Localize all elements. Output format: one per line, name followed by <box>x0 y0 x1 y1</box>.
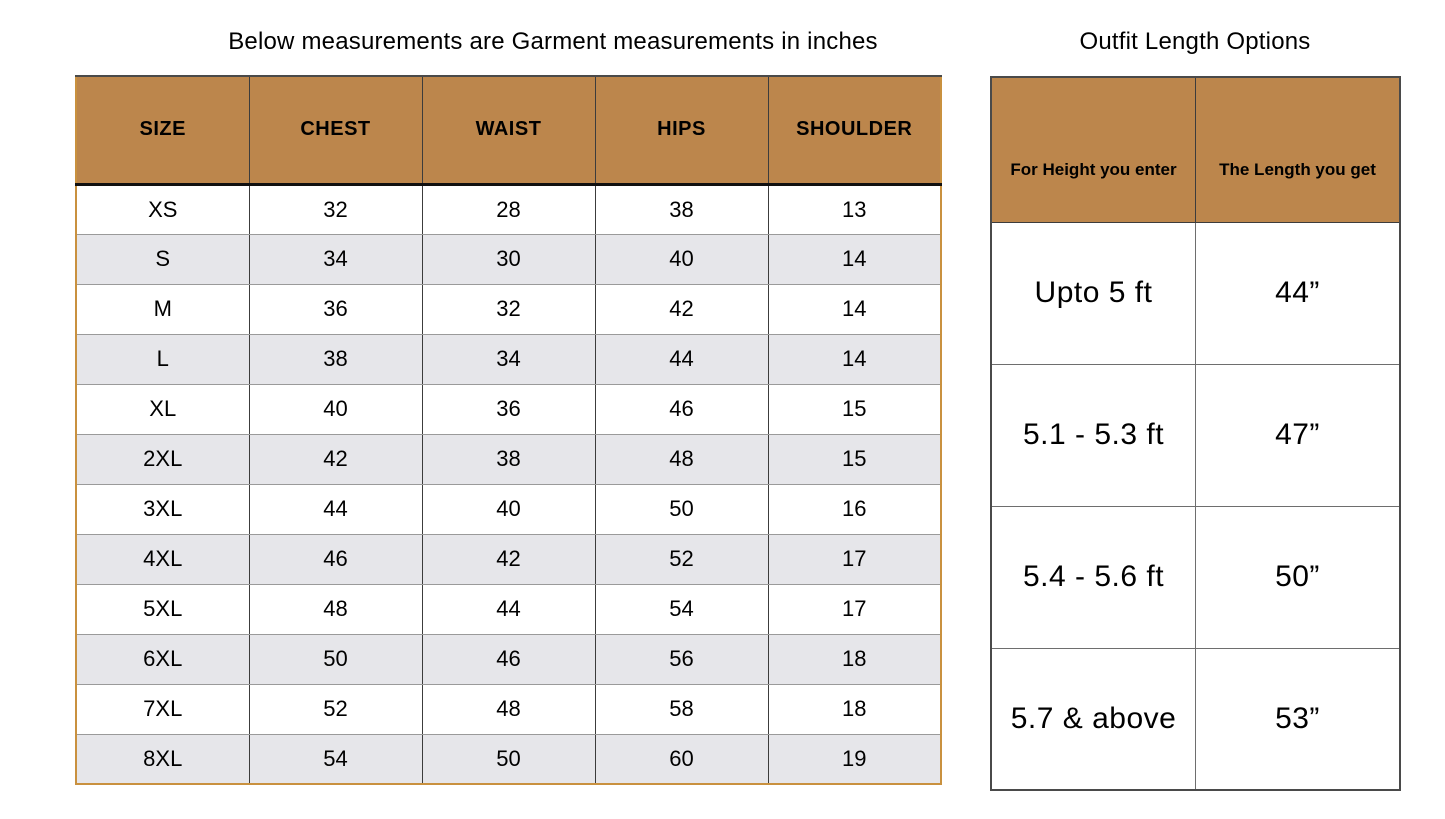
table-row: 8XL 54 50 60 19 <box>76 734 942 785</box>
value-cell: 42 <box>422 534 596 585</box>
height-cell: 5.4 - 5.6 ft <box>990 505 1196 649</box>
height-cell: 5.1 - 5.3 ft <box>990 363 1196 507</box>
value-cell: 42 <box>249 434 423 485</box>
table-row: Upto 5 ft 44” <box>990 221 1401 365</box>
size-cell: 6XL <box>76 634 250 685</box>
value-cell: 50 <box>595 484 769 535</box>
value-cell: 44 <box>595 334 769 385</box>
value-cell: 14 <box>768 334 942 385</box>
column-header-size: SIZE <box>76 75 250 184</box>
table-row: M 36 32 42 14 <box>76 284 942 335</box>
value-cell: 50 <box>249 634 423 685</box>
value-cell: 44 <box>422 584 596 635</box>
value-cell: 36 <box>422 384 596 435</box>
garment-measurements-table: SIZE CHEST WAIST HIPS SHOULDER XS 32 28 … <box>75 75 942 785</box>
value-cell: 60 <box>595 734 769 785</box>
column-header-hips: HIPS <box>595 75 769 184</box>
value-cell: 15 <box>768 384 942 435</box>
value-cell: 46 <box>422 634 596 685</box>
table-header-row: SIZE CHEST WAIST HIPS SHOULDER <box>76 75 942 184</box>
column-header-shoulder: SHOULDER <box>768 75 942 184</box>
size-cell: M <box>76 284 250 335</box>
length-cell: 47” <box>1195 363 1401 507</box>
measurement-table-title: Below measurements are Garment measureme… <box>228 28 878 55</box>
value-cell: 54 <box>249 734 423 785</box>
value-cell: 38 <box>249 334 423 385</box>
table-row: 5.7 & above 53” <box>990 647 1401 791</box>
size-cell: 8XL <box>76 734 250 785</box>
height-cell: 5.7 & above <box>990 647 1196 791</box>
value-cell: 50 <box>422 734 596 785</box>
value-cell: 46 <box>595 384 769 435</box>
table-row: 5.1 - 5.3 ft 47” <box>990 363 1401 507</box>
value-cell: 19 <box>768 734 942 785</box>
table-row: 3XL 44 40 50 16 <box>76 484 942 535</box>
value-cell: 40 <box>595 234 769 285</box>
value-cell: 58 <box>595 684 769 735</box>
value-cell: 18 <box>768 634 942 685</box>
value-cell: 34 <box>249 234 423 285</box>
size-cell: S <box>76 234 250 285</box>
table-row: 4XL 46 42 52 17 <box>76 534 942 585</box>
value-cell: 46 <box>249 534 423 585</box>
value-cell: 40 <box>249 384 423 435</box>
value-cell: 16 <box>768 484 942 535</box>
length-table-title: Outfit Length Options <box>1079 28 1311 55</box>
value-cell: 54 <box>595 584 769 635</box>
table-row: 5.4 - 5.6 ft 50” <box>990 505 1401 649</box>
length-cell: 53” <box>1195 647 1401 791</box>
value-cell: 48 <box>249 584 423 635</box>
table-row: 6XL 50 46 56 18 <box>76 634 942 685</box>
table-row: S 34 30 40 14 <box>76 234 942 285</box>
value-cell: 52 <box>595 534 769 585</box>
value-cell: 52 <box>249 684 423 735</box>
value-cell: 14 <box>768 234 942 285</box>
value-cell: 14 <box>768 284 942 335</box>
size-cell: XS <box>76 184 250 235</box>
table-row: 7XL 52 48 58 18 <box>76 684 942 735</box>
value-cell: 40 <box>422 484 596 535</box>
size-cell: 2XL <box>76 434 250 485</box>
table-row: XS 32 28 38 13 <box>76 184 942 235</box>
column-header-length: The Length you get <box>1195 76 1401 223</box>
table-row: XL 40 36 46 15 <box>76 384 942 435</box>
value-cell: 15 <box>768 434 942 485</box>
size-cell: 7XL <box>76 684 250 735</box>
value-cell: 42 <box>595 284 769 335</box>
value-cell: 48 <box>595 434 769 485</box>
value-cell: 56 <box>595 634 769 685</box>
table-row: 5XL 48 44 54 17 <box>76 584 942 635</box>
value-cell: 44 <box>249 484 423 535</box>
length-cell: 44” <box>1195 221 1401 365</box>
table-row: L 38 34 44 14 <box>76 334 942 385</box>
height-cell: Upto 5 ft <box>990 221 1196 365</box>
table-header-row: For Height you enter The Length you get <box>990 76 1401 223</box>
value-cell: 38 <box>422 434 596 485</box>
column-header-chest: CHEST <box>249 75 423 184</box>
value-cell: 18 <box>768 684 942 735</box>
length-cell: 50” <box>1195 505 1401 649</box>
column-header-waist: WAIST <box>422 75 596 184</box>
outfit-length-table: For Height you enter The Length you get … <box>990 76 1401 791</box>
value-cell: 36 <box>249 284 423 335</box>
value-cell: 38 <box>595 184 769 235</box>
size-cell: 4XL <box>76 534 250 585</box>
size-cell: 5XL <box>76 584 250 635</box>
table-row: 2XL 42 38 48 15 <box>76 434 942 485</box>
value-cell: 30 <box>422 234 596 285</box>
size-cell: XL <box>76 384 250 435</box>
value-cell: 34 <box>422 334 596 385</box>
value-cell: 28 <box>422 184 596 235</box>
column-header-height: For Height you enter <box>990 76 1196 223</box>
size-cell: 3XL <box>76 484 250 535</box>
value-cell: 17 <box>768 534 942 585</box>
value-cell: 17 <box>768 584 942 635</box>
size-cell: L <box>76 334 250 385</box>
value-cell: 48 <box>422 684 596 735</box>
value-cell: 32 <box>249 184 423 235</box>
value-cell: 13 <box>768 184 942 235</box>
value-cell: 32 <box>422 284 596 335</box>
